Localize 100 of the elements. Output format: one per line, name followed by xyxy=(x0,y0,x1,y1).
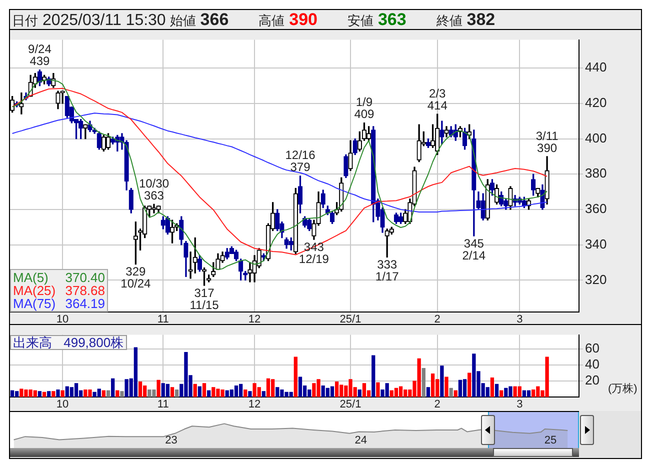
bar xyxy=(454,390,458,397)
bar xyxy=(56,389,60,397)
bar xyxy=(234,386,238,397)
y-tick-label: 440 xyxy=(585,60,607,75)
bar xyxy=(74,383,78,397)
text: 高値 390 xyxy=(258,10,318,29)
x-tick-label: 10 xyxy=(56,314,69,326)
x-tick-label: 11 xyxy=(157,314,169,326)
x-tick-label: 2 xyxy=(434,314,440,326)
bar xyxy=(42,392,46,397)
annotation: 329 10/24 xyxy=(120,264,152,291)
bar xyxy=(398,386,403,397)
y-tick-label: 60 xyxy=(585,340,600,356)
x-tick-label: 25/1 xyxy=(340,314,362,326)
bar xyxy=(440,366,444,397)
y-tick-label: 320 xyxy=(585,272,607,287)
bar xyxy=(468,372,472,397)
chart-title: 日付 2025/03/11 15:30 xyxy=(12,12,166,29)
bar xyxy=(494,384,499,397)
annotation: 345 2/14 xyxy=(462,236,486,262)
candlestick xyxy=(188,252,193,279)
annotation: 1/9 409 xyxy=(354,95,375,122)
annotation: 333 1/17 xyxy=(375,258,400,284)
text: 終値 382 xyxy=(436,10,496,29)
y-tick-label: 360 xyxy=(585,201,607,216)
bar xyxy=(175,389,179,397)
bar xyxy=(206,390,211,397)
y-tick-label: 400 xyxy=(585,130,607,146)
bar xyxy=(362,383,366,397)
bar xyxy=(376,382,380,397)
bar xyxy=(238,384,243,397)
bar xyxy=(462,379,467,397)
bar xyxy=(10,390,14,397)
bar xyxy=(116,390,120,397)
x-tick-label: 25/1 xyxy=(340,398,362,411)
bar xyxy=(166,384,170,397)
bar xyxy=(500,390,504,397)
y-tick-label: 420 xyxy=(585,95,607,110)
bar xyxy=(394,388,398,397)
bar xyxy=(490,378,494,397)
bar xyxy=(120,391,124,397)
bar xyxy=(170,387,174,397)
bar xyxy=(266,378,270,397)
x-tick-label: 11 xyxy=(157,398,169,411)
x-tick-label: 12 xyxy=(248,314,261,326)
bar xyxy=(60,390,64,397)
bar xyxy=(458,380,462,397)
y-tick-label: 20 xyxy=(585,372,600,388)
bar xyxy=(449,388,453,397)
x-tick-label: 12 xyxy=(248,398,261,411)
candlestick xyxy=(248,262,252,282)
bar xyxy=(134,347,138,397)
bar xyxy=(156,380,160,397)
bar xyxy=(294,356,298,397)
text: MA(5) 370.40 xyxy=(13,270,105,285)
y-tick-label: 40 xyxy=(585,356,600,372)
annotation: 317 11/15 xyxy=(190,286,220,312)
x-tick-label: 25 xyxy=(544,434,557,447)
annotation: 10/30 363 xyxy=(138,176,170,202)
bar xyxy=(244,389,248,397)
bar xyxy=(262,391,266,397)
bar xyxy=(426,387,430,397)
bar xyxy=(334,382,339,397)
bar xyxy=(106,390,110,397)
bar xyxy=(230,389,234,397)
x-tick-label: 3 xyxy=(516,314,523,326)
text: 始値 366 xyxy=(170,10,229,29)
text: 安値 363 xyxy=(347,10,406,29)
bar xyxy=(111,378,115,397)
bar xyxy=(358,389,362,397)
bar xyxy=(38,391,42,397)
bar xyxy=(330,386,334,397)
y-tick-label: 380 xyxy=(585,166,607,181)
bar xyxy=(202,383,206,397)
bar xyxy=(372,355,376,397)
annotation: 9/24 439 xyxy=(28,42,52,68)
bar xyxy=(52,391,56,397)
x-tick-label: 3 xyxy=(516,398,523,411)
bar xyxy=(198,386,202,397)
annotation: 12/16 379 xyxy=(285,148,316,174)
bar xyxy=(522,390,526,397)
bar xyxy=(430,374,435,397)
chart-title: 出来高 499,800株 xyxy=(10,334,127,350)
candlestick xyxy=(384,228,390,258)
y-axis-title: (万株) xyxy=(608,382,638,396)
annotation: 2/3 414 xyxy=(427,86,448,112)
bar xyxy=(248,391,252,397)
x-tick-label: 23 xyxy=(165,434,178,447)
x-tick-label: 2 xyxy=(434,398,440,411)
annotation: 3/11 390 xyxy=(536,128,559,155)
bar xyxy=(47,391,51,397)
y-tick-label: 340 xyxy=(585,236,607,252)
bar xyxy=(532,389,536,397)
bar xyxy=(70,387,74,397)
bar xyxy=(138,382,142,397)
bar xyxy=(102,390,106,397)
bar xyxy=(270,379,275,397)
x-tick-label: 24 xyxy=(354,434,368,447)
bar xyxy=(298,376,302,397)
bar xyxy=(422,368,426,397)
